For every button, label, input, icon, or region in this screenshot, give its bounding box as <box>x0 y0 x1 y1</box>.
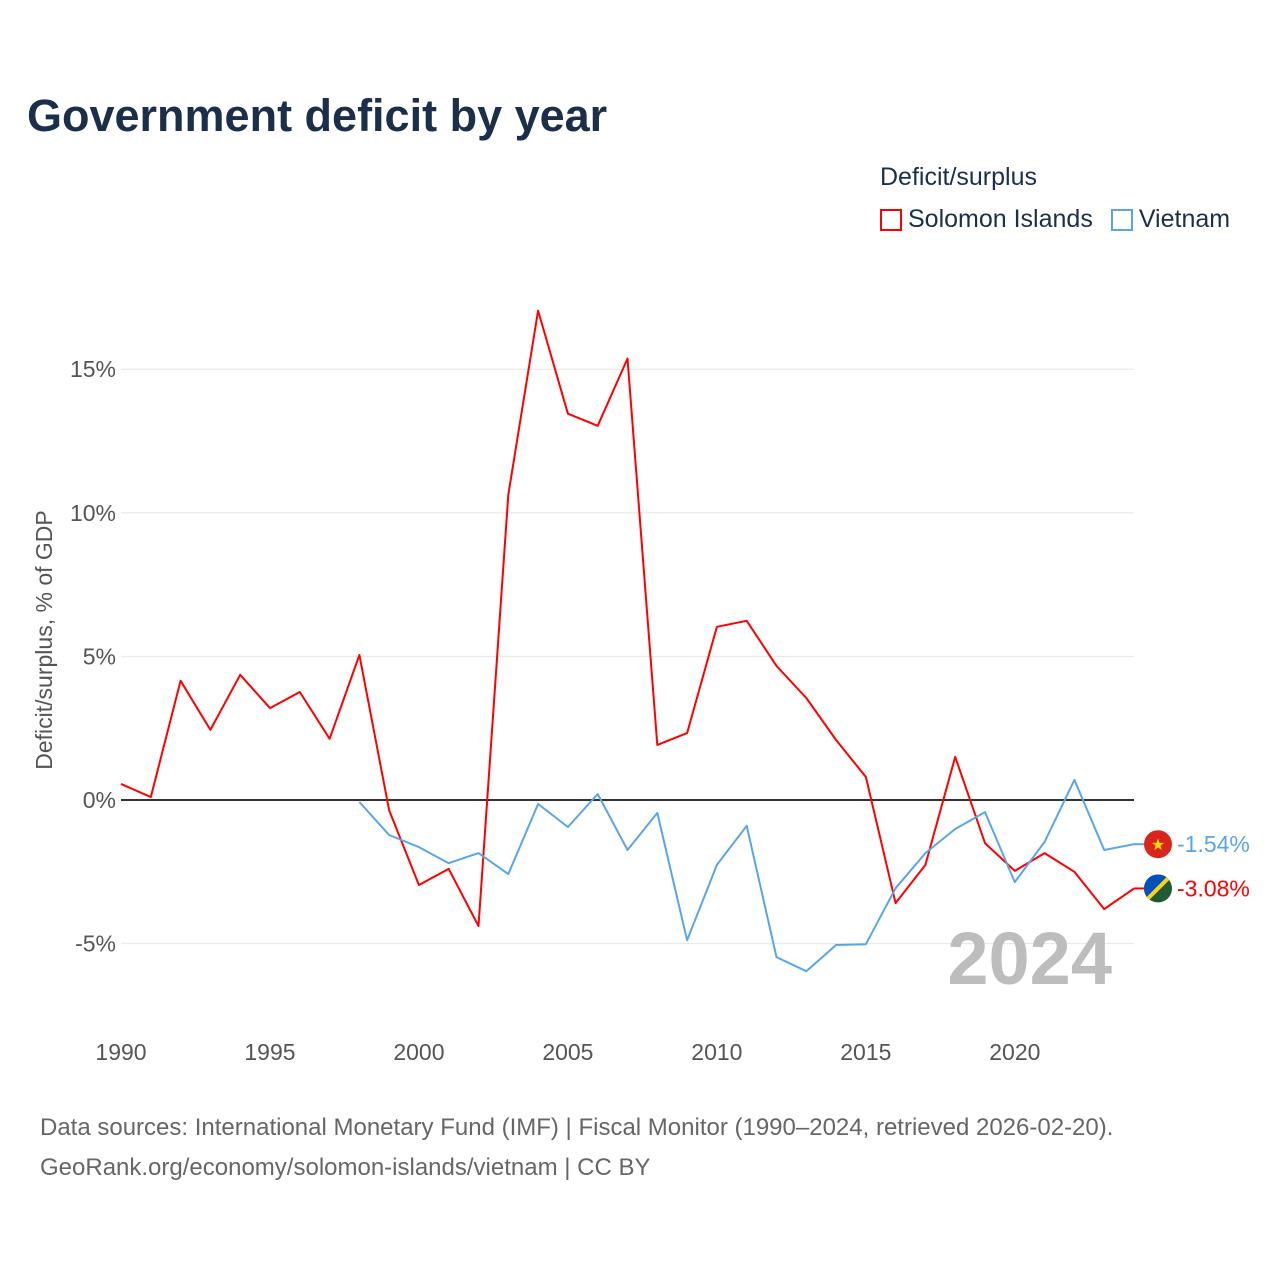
end-value-label: -3.08% <box>1177 875 1250 901</box>
x-tick-label: 1995 <box>244 1039 295 1065</box>
source-url: GeoRank.org/economy/solomon-islands/viet… <box>40 1154 651 1181</box>
legend-item-solomon-islands[interactable]: Solomon Islands <box>880 205 1093 234</box>
year-watermark: 2024 <box>947 917 1112 1000</box>
y-tick-label: 15% <box>70 356 116 382</box>
footer: Data sources: International Monetary Fun… <box>40 1108 1113 1188</box>
y-tick-label: 10% <box>70 500 116 526</box>
star-icon: ★ <box>1151 837 1165 854</box>
legend-swatch <box>880 208 902 231</box>
legend-title: Deficit/surplus <box>880 163 1037 191</box>
series-line-vietnam <box>358 778 1135 973</box>
y-tick-label: 0% <box>83 787 116 813</box>
legend-swatch <box>1110 208 1133 231</box>
end-value-label: -1.54% <box>1177 831 1250 857</box>
y-tick-label: -5% <box>75 931 116 957</box>
legend-item-vietnam[interactable]: Vietnam <box>1110 205 1231 234</box>
legend-label: Vietnam <box>1138 205 1231 233</box>
series-line-solomon-islands <box>120 309 1135 928</box>
vietnam-flag-icon <box>1144 830 1172 859</box>
x-tick-label: 2010 <box>691 1039 742 1065</box>
x-tick-label: 2005 <box>542 1039 593 1065</box>
x-tick-label: 2015 <box>840 1039 891 1065</box>
x-tick-label: 1990 <box>95 1039 146 1065</box>
x-tick-label: 2020 <box>989 1039 1040 1065</box>
legend-label: Solomon Islands <box>908 205 1093 233</box>
legend: Solomon Islands Vietnam <box>880 205 1230 234</box>
y-tick-label: 5% <box>83 643 116 669</box>
chart-title: Government deficit by year <box>27 90 608 141</box>
y-axis-label: Deficit/surplus, % of GDP <box>31 510 57 769</box>
x-tick-label: 2000 <box>393 1039 444 1065</box>
solomon-islands-flag-icon <box>1144 874 1172 903</box>
data-source: Data sources: International Monetary Fun… <box>40 1114 1114 1141</box>
